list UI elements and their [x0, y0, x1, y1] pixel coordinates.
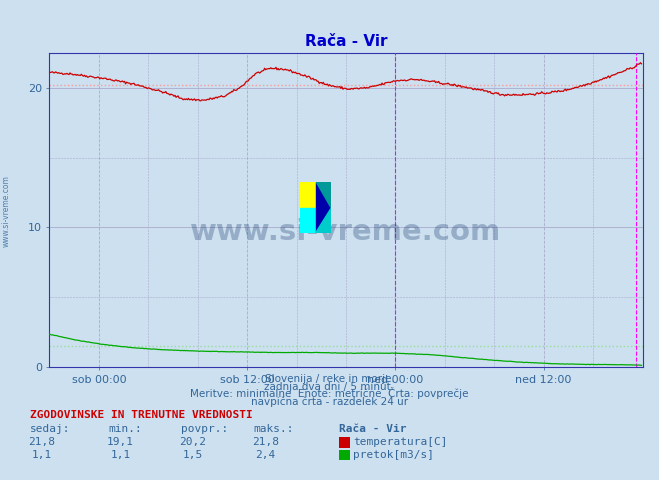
Text: www.si-vreme.com: www.si-vreme.com — [2, 175, 11, 247]
Text: Slovenija / reke in morje.: Slovenija / reke in morje. — [264, 373, 395, 384]
Text: 21,8: 21,8 — [28, 437, 55, 447]
Text: 19,1: 19,1 — [107, 437, 134, 447]
Text: sedaj:: sedaj: — [30, 424, 70, 434]
Text: 1,1: 1,1 — [111, 450, 130, 460]
Title: Rača - Vir: Rača - Vir — [304, 34, 387, 49]
Text: temperatura[C]: temperatura[C] — [353, 437, 447, 447]
Text: 2,4: 2,4 — [256, 450, 275, 460]
Polygon shape — [316, 207, 331, 233]
Polygon shape — [316, 182, 331, 207]
Text: Meritve: minimalne  Enote: metrične  Črta: povprečje: Meritve: minimalne Enote: metrične Črta:… — [190, 387, 469, 399]
Bar — [300, 182, 316, 207]
Text: Rača - Vir: Rača - Vir — [339, 424, 407, 434]
Text: zadnja dva dni / 5 minut.: zadnja dva dni / 5 minut. — [264, 382, 395, 392]
Text: maks.:: maks.: — [254, 424, 294, 434]
Text: ZGODOVINSKE IN TRENUTNE VREDNOSTI: ZGODOVINSKE IN TRENUTNE VREDNOSTI — [30, 409, 252, 420]
Text: www.si-vreme.com: www.si-vreme.com — [190, 218, 501, 246]
Text: 1,1: 1,1 — [32, 450, 51, 460]
Text: navpična črta - razdelek 24 ur: navpična črta - razdelek 24 ur — [251, 396, 408, 407]
Text: min.:: min.: — [109, 424, 142, 434]
Text: povpr.:: povpr.: — [181, 424, 229, 434]
Text: 21,8: 21,8 — [252, 437, 279, 447]
Text: pretok[m3/s]: pretok[m3/s] — [353, 450, 434, 460]
Text: 20,2: 20,2 — [180, 437, 206, 447]
Bar — [316, 182, 331, 233]
Bar — [300, 207, 316, 233]
Text: 1,5: 1,5 — [183, 450, 203, 460]
